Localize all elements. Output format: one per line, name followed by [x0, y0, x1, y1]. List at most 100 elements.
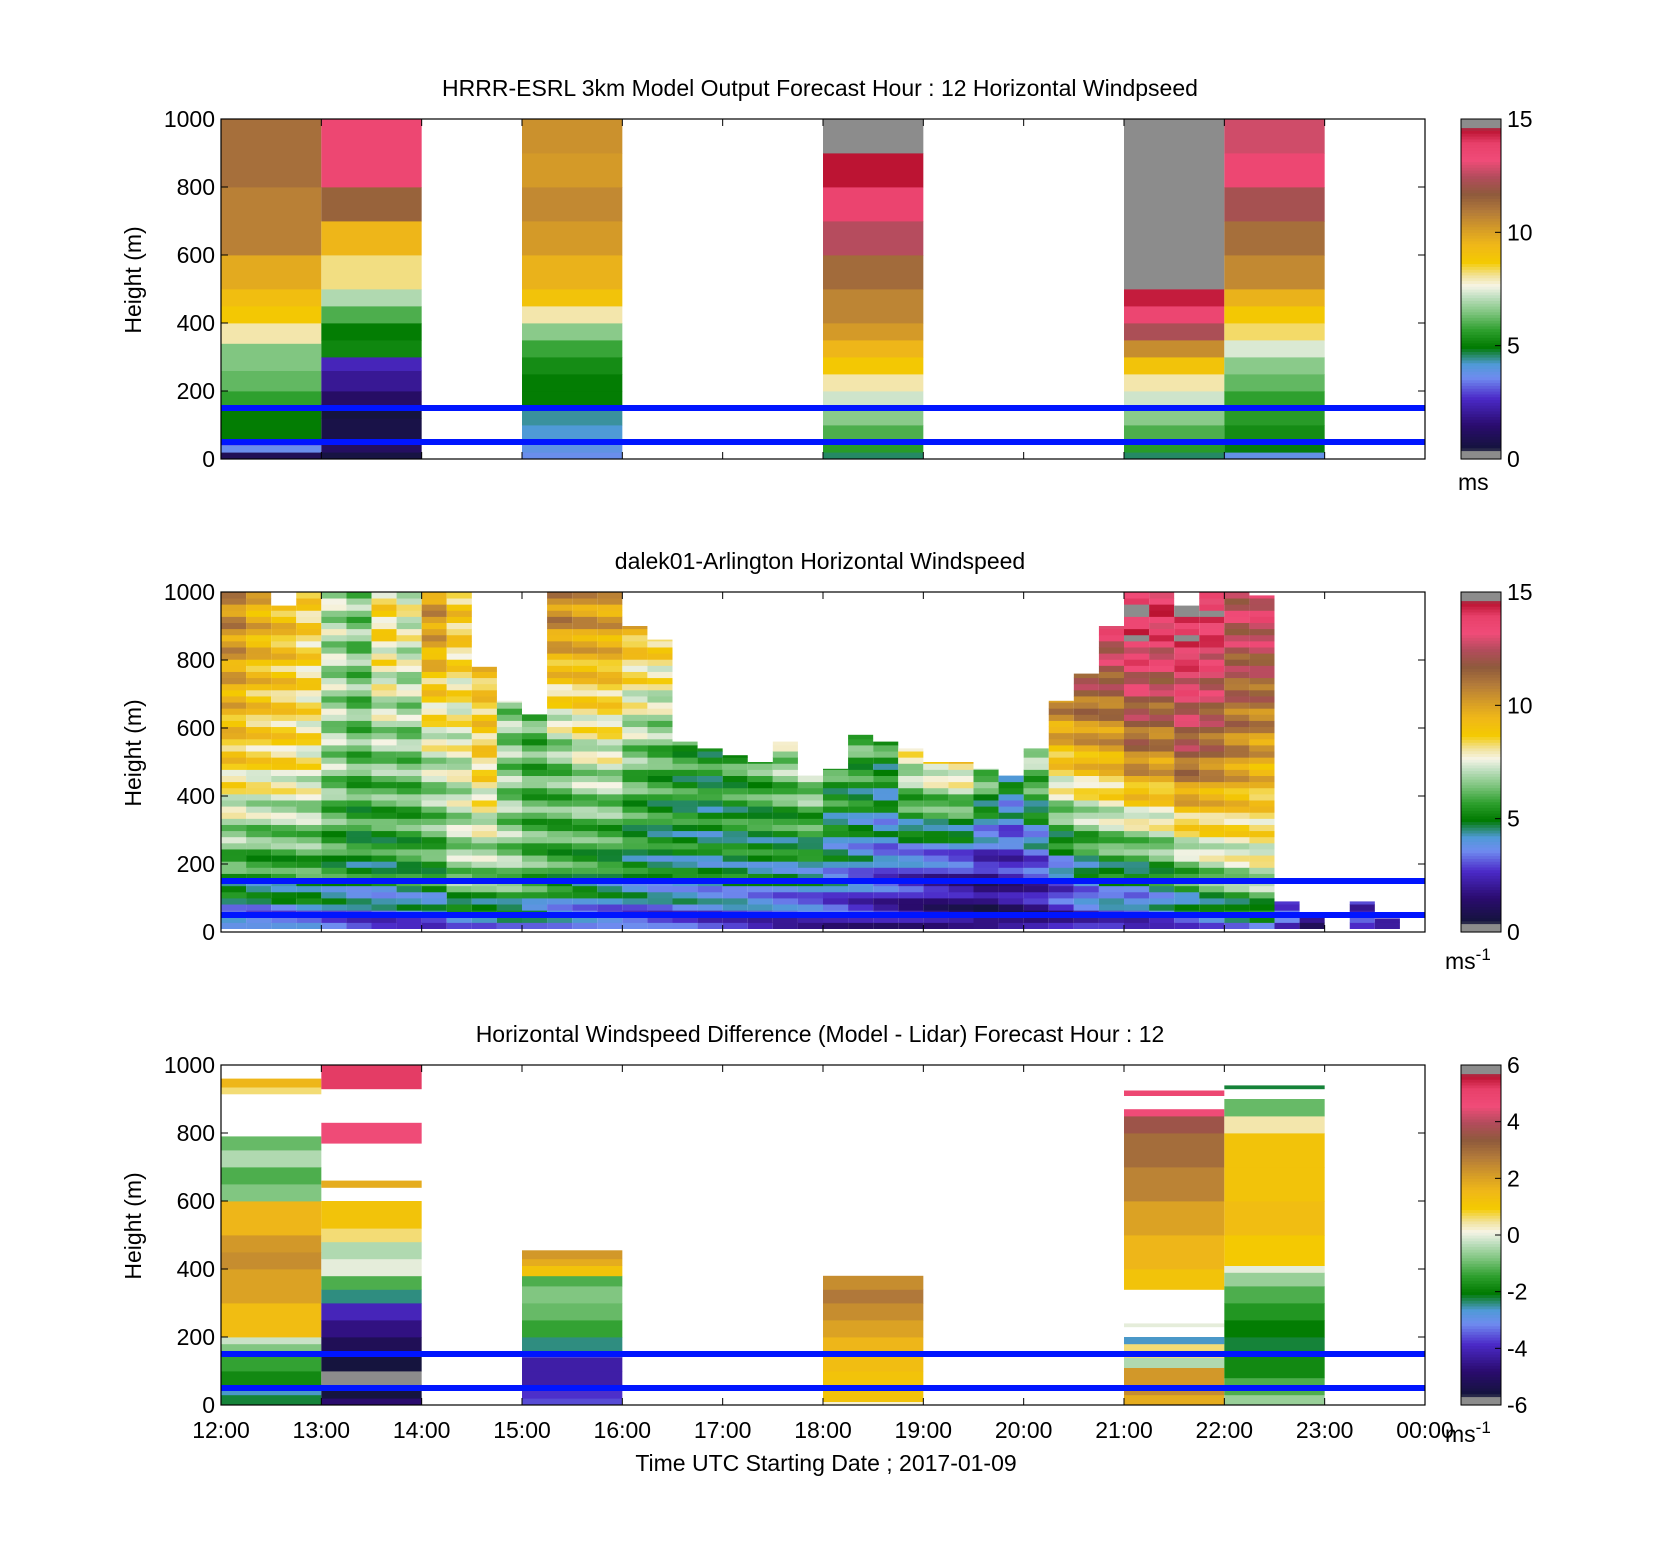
colorbar-cell	[1461, 294, 1501, 299]
heatmap-cell	[1199, 751, 1225, 758]
heatmap-cell	[1149, 836, 1175, 844]
heatmap-cell	[1023, 787, 1049, 795]
colorbar-cell	[1461, 750, 1501, 755]
heatmap-cell	[371, 702, 397, 709]
heatmap-cell	[1124, 340, 1225, 358]
heatmap-cell	[873, 793, 899, 801]
heatmap-cell	[697, 922, 723, 929]
heatmap-cell	[572, 781, 598, 789]
heatmap-cell	[948, 873, 974, 881]
heatmap-cell	[346, 904, 372, 911]
colorbar-cell	[1461, 883, 1501, 888]
heatmap-cell	[471, 787, 497, 795]
heatmap-cell	[572, 659, 598, 666]
heatmap-cell	[1249, 922, 1275, 929]
colorbar-cell	[1461, 626, 1501, 630]
heatmap-cell	[1149, 745, 1175, 752]
heatmap-cell	[321, 916, 347, 923]
heatmap-cell	[998, 842, 1024, 850]
heatmap-cell	[296, 812, 322, 819]
heatmap-cell	[1098, 671, 1124, 679]
heatmap-cell	[446, 842, 472, 850]
heatmap-cell	[1174, 610, 1200, 617]
colorbar-cell	[1461, 1169, 1501, 1174]
heatmap-cell	[547, 793, 573, 801]
heatmap-cell	[221, 665, 247, 672]
heatmap-cell	[547, 787, 573, 795]
heatmap-cell	[1098, 842, 1124, 850]
heatmap-cell	[597, 659, 623, 666]
heatmap-cell	[371, 640, 397, 648]
heatmap-cell	[446, 824, 472, 832]
heatmap-cell	[672, 904, 698, 911]
heatmap-cell	[622, 628, 648, 636]
heatmap-cell	[1174, 806, 1200, 813]
colorbar-cell	[1461, 651, 1501, 655]
colorbar-cell	[1461, 711, 1501, 715]
colorbar-cell	[1461, 1235, 1501, 1239]
heatmap-cell	[923, 836, 949, 844]
colorbar-tick-label: -6	[1507, 1392, 1527, 1418]
colorbar-cell	[1461, 342, 1501, 347]
colorbar-cell	[1461, 422, 1501, 426]
heatmap-cell	[1174, 787, 1200, 795]
y-tick-label: 1000	[164, 1052, 215, 1078]
heatmap-cell	[221, 769, 247, 776]
heatmap-cell	[597, 806, 623, 813]
heatmap-cell	[1199, 922, 1225, 929]
colorbar-cell	[1461, 442, 1501, 446]
colorbar-cell	[1461, 130, 1501, 134]
colorbar-cell	[1461, 679, 1501, 684]
heatmap-cell	[597, 610, 623, 617]
heatmap-cell	[1124, 769, 1150, 776]
heatmap-cell	[1048, 702, 1074, 709]
colorbar-cell	[1461, 889, 1501, 893]
heatmap-cell	[797, 855, 823, 862]
colorbar-cell	[1461, 1107, 1501, 1111]
heatmap-cell	[522, 340, 623, 358]
colorbar-tick-label: 6	[1507, 1052, 1520, 1078]
heatmap-cell	[221, 849, 247, 856]
heatmap-cell	[1098, 683, 1124, 691]
heatmap-cell	[747, 849, 773, 856]
heatmap-cell	[1124, 898, 1150, 905]
heatmap-cell	[1174, 738, 1200, 746]
heatmap-cell	[1174, 683, 1200, 691]
heatmap-cell	[722, 800, 748, 807]
heatmap-cell	[446, 714, 472, 721]
heatmap-cell	[321, 659, 347, 666]
heatmap-cell	[1249, 665, 1275, 672]
heatmap-cell	[547, 836, 573, 844]
heatmap-cell	[321, 867, 347, 874]
colorbar-cell	[1461, 620, 1501, 624]
heatmap-cell	[1174, 781, 1200, 789]
heatmap-cell	[797, 836, 823, 844]
heatmap-cell	[823, 781, 849, 789]
heatmap-cell	[496, 757, 522, 764]
colorbar-cell	[1461, 821, 1501, 825]
heatmap-cell	[1073, 898, 1099, 905]
heatmap-cell	[1124, 1367, 1225, 1385]
heatmap-cell	[672, 916, 698, 923]
heatmap-cell	[1149, 751, 1175, 758]
heatmap-cell	[772, 922, 798, 929]
colorbar-cell	[1461, 881, 1501, 885]
heatmap-cell	[522, 1337, 623, 1351]
heatmap-cell	[622, 891, 648, 899]
heatmap-cell	[1199, 708, 1225, 715]
colorbar-frame	[1460, 591, 1502, 933]
heatmap-cell	[1073, 677, 1099, 685]
heatmap-cell	[973, 836, 999, 844]
heatmap-cell	[471, 800, 497, 807]
heatmap-cell	[1224, 793, 1250, 801]
heatmap-cell	[1249, 595, 1275, 599]
heatmap-cell	[371, 849, 397, 856]
heatmap-cell	[522, 757, 548, 764]
heatmap-cell	[396, 775, 422, 783]
heatmap-cell	[597, 904, 623, 911]
heatmap-cell	[246, 787, 272, 795]
heatmap-cell	[246, 885, 272, 893]
y-tick-label: 600	[177, 1188, 215, 1214]
heatmap-cell	[271, 745, 297, 752]
heatmap-cell	[346, 634, 372, 642]
